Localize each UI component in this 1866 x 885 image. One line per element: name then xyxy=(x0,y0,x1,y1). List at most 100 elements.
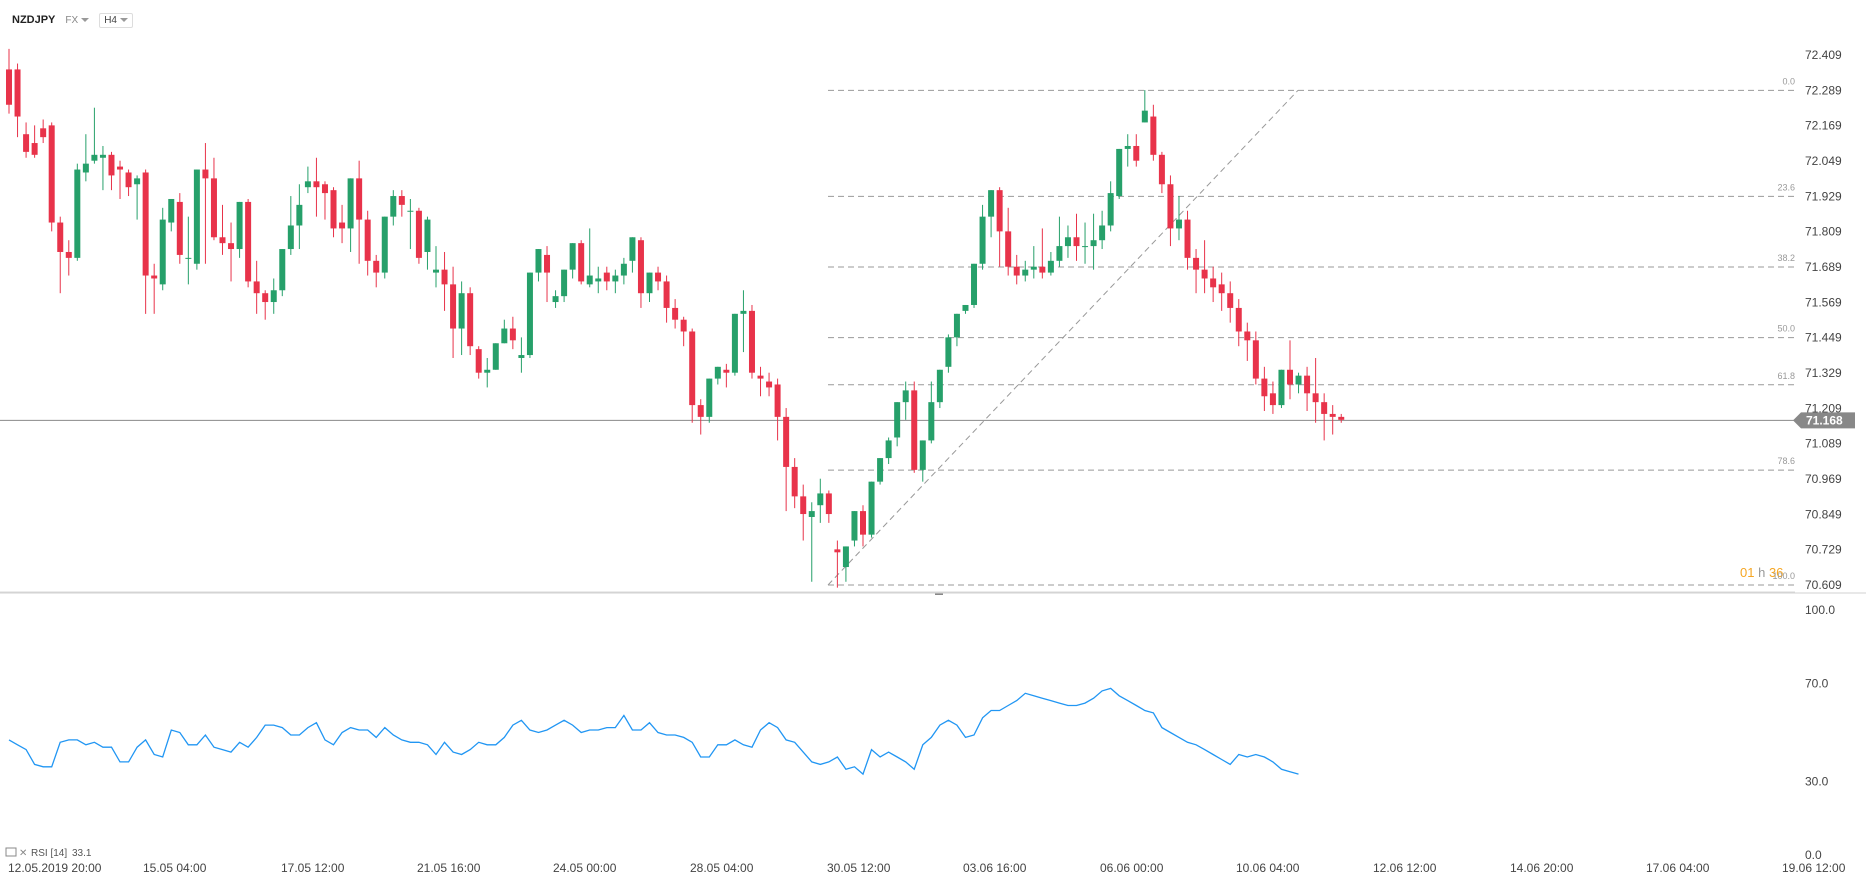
candle xyxy=(330,187,337,238)
candle xyxy=(1312,357,1319,423)
time-tick-label: 28.05 04:00 xyxy=(690,861,754,875)
candle-body xyxy=(304,181,311,188)
candle xyxy=(1013,254,1020,285)
candle xyxy=(1261,366,1268,411)
candle-body xyxy=(390,196,397,217)
candle xyxy=(279,249,286,297)
candle-body xyxy=(82,163,89,173)
candle-body xyxy=(1099,225,1106,241)
candle xyxy=(723,363,730,388)
candle xyxy=(757,366,764,397)
candle xyxy=(1099,210,1106,250)
chevron-down-icon xyxy=(119,18,128,22)
fib-trend-line[interactable] xyxy=(827,89,1299,586)
candle xyxy=(356,160,363,264)
interval-label: H4 xyxy=(104,14,117,26)
candle xyxy=(1278,369,1285,409)
candle-body xyxy=(774,384,781,417)
candle xyxy=(578,240,585,285)
price-tick-label: 72.049 xyxy=(1805,154,1842,168)
candle xyxy=(1201,240,1208,294)
candle xyxy=(817,478,824,523)
candle-body xyxy=(441,269,448,285)
candlestick-series xyxy=(6,48,1345,588)
candle-body xyxy=(1022,269,1029,276)
indicator-menu-icon[interactable] xyxy=(5,847,17,857)
candle xyxy=(91,107,98,164)
candle-body xyxy=(894,402,901,438)
candle xyxy=(134,175,141,220)
candle-body xyxy=(877,458,884,482)
candle-body xyxy=(1269,393,1276,406)
candle-body xyxy=(1304,375,1311,394)
price-tick-label: 70.729 xyxy=(1805,543,1842,557)
candle xyxy=(347,178,354,252)
candle xyxy=(1269,381,1276,414)
candle-body xyxy=(236,201,243,250)
candle-body xyxy=(646,272,653,294)
candle xyxy=(1304,366,1311,411)
symbol-label[interactable]: NZDJPY xyxy=(12,14,56,26)
chart-header: NZDJPY FX H4 xyxy=(12,10,133,30)
candle xyxy=(1338,413,1345,423)
candle xyxy=(14,63,21,138)
candle-body xyxy=(936,369,943,403)
candle-body xyxy=(381,216,388,273)
candle xyxy=(860,505,866,547)
time-tick-label: 12.06 12:00 xyxy=(1373,861,1437,875)
candle xyxy=(979,204,986,270)
candle xyxy=(176,193,183,264)
candle xyxy=(407,198,414,250)
candle-body xyxy=(509,328,516,341)
rsi-panel[interactable]: 100.0 70.0 30.0 0.0 xyxy=(8,603,1835,862)
candle xyxy=(321,181,328,220)
close-icon[interactable]: ✕ xyxy=(19,848,27,859)
candle xyxy=(655,266,662,291)
candle-body xyxy=(134,178,141,185)
candle-body xyxy=(1312,393,1319,403)
candle xyxy=(373,254,380,288)
candle xyxy=(245,198,252,288)
rsi-name: RSI [14] xyxy=(31,848,67,859)
market-dropdown[interactable]: FX xyxy=(65,15,90,26)
candle-body xyxy=(578,243,585,282)
fib-level-label: 100.0 xyxy=(1772,571,1795,581)
candle-body xyxy=(1278,369,1285,406)
time-tick-label: 21.05 16:00 xyxy=(417,861,481,875)
candle-body xyxy=(586,275,593,285)
candle xyxy=(808,502,815,582)
candle-body xyxy=(595,278,602,282)
candle xyxy=(82,134,89,182)
candle xyxy=(424,216,431,270)
candle-body xyxy=(1073,237,1080,247)
candle xyxy=(1235,299,1242,347)
candle-body xyxy=(1150,116,1157,155)
drag-handle[interactable] xyxy=(935,593,943,595)
candle xyxy=(962,304,969,314)
countdown-hours-unit: h xyxy=(1754,565,1768,580)
interval-dropdown[interactable]: H4 xyxy=(99,12,133,28)
candle xyxy=(458,281,465,356)
candle xyxy=(415,207,422,264)
price-tick-label: 71.569 xyxy=(1805,295,1842,309)
candle xyxy=(919,440,926,482)
candle xyxy=(31,125,38,158)
candle xyxy=(484,357,491,388)
candle-body xyxy=(31,143,38,155)
candle-body xyxy=(723,369,730,373)
candle xyxy=(262,290,269,320)
price-tick-label: 70.849 xyxy=(1805,507,1842,521)
candle xyxy=(142,169,149,314)
candle-body xyxy=(117,166,124,170)
candle-body xyxy=(569,243,576,270)
candle-body xyxy=(245,201,252,282)
price-tick-label: 72.289 xyxy=(1805,83,1842,97)
candle-body xyxy=(415,210,422,258)
candle xyxy=(603,266,610,291)
candle xyxy=(1150,104,1157,161)
candle-body xyxy=(689,331,696,406)
candle-body xyxy=(1090,240,1097,247)
time-tick-label: 17.06 04:00 xyxy=(1646,861,1710,875)
